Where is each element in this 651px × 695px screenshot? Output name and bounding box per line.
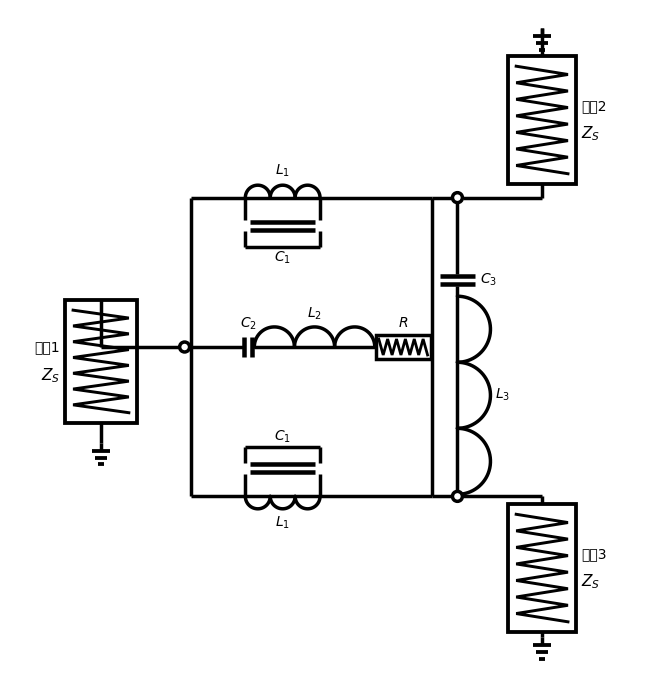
Circle shape bbox=[180, 342, 189, 352]
Bar bbox=[376, 335, 430, 359]
Text: $Z_S$: $Z_S$ bbox=[581, 124, 600, 143]
Text: $C_1$: $C_1$ bbox=[274, 428, 291, 445]
Bar bbox=[508, 56, 576, 183]
Text: $R$: $R$ bbox=[398, 316, 408, 330]
Text: 端口3: 端口3 bbox=[581, 547, 606, 561]
Text: $C_1$: $C_1$ bbox=[274, 250, 291, 265]
Circle shape bbox=[452, 193, 462, 203]
Circle shape bbox=[452, 491, 462, 501]
Text: 端口1: 端口1 bbox=[35, 341, 60, 354]
Text: $L_3$: $L_3$ bbox=[495, 387, 510, 404]
Text: $C_3$: $C_3$ bbox=[480, 272, 497, 288]
Bar bbox=[508, 505, 576, 632]
Text: $C_2$: $C_2$ bbox=[240, 316, 256, 332]
Text: 端口2: 端口2 bbox=[581, 99, 606, 113]
Bar bbox=[65, 300, 137, 423]
Text: $L_2$: $L_2$ bbox=[307, 306, 322, 322]
Text: $Z_S$: $Z_S$ bbox=[581, 573, 600, 591]
Text: $L_1$: $L_1$ bbox=[275, 515, 290, 531]
Text: $L_1$: $L_1$ bbox=[275, 163, 290, 179]
Text: $Z_S$: $Z_S$ bbox=[41, 366, 60, 385]
